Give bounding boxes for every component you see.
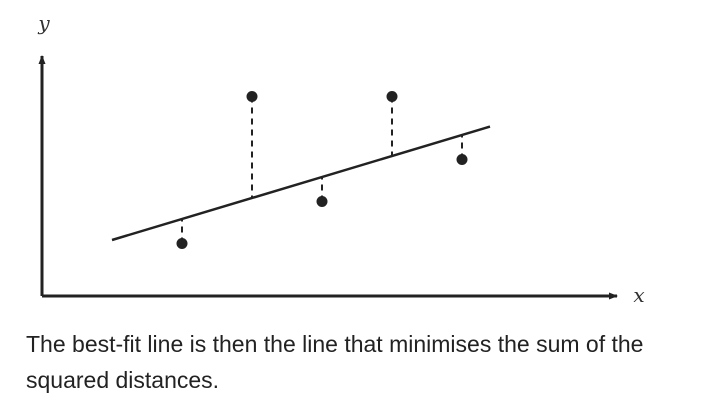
least-squares-diagram: y x [37, 11, 644, 307]
data-point-5 [456, 154, 468, 165]
data-point-1 [176, 238, 188, 249]
x-axis-label: x [633, 283, 644, 307]
caption-text: The best-fit line is then the line that … [26, 331, 644, 393]
data-point-4 [386, 91, 398, 102]
data-point-2 [246, 91, 258, 102]
y-axis-label: y [37, 11, 50, 35]
data-point-3 [316, 196, 328, 207]
best-fit-line [111, 125, 491, 242]
